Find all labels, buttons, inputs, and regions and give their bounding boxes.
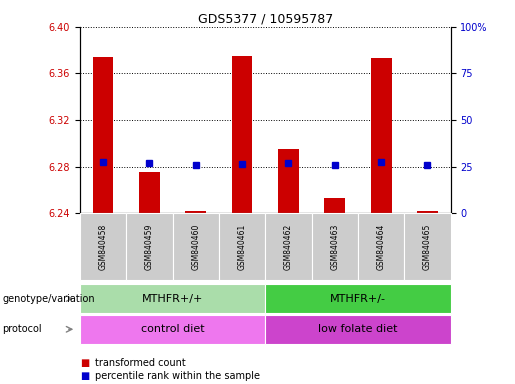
Text: low folate diet: low folate diet (318, 324, 398, 334)
Text: transformed count: transformed count (95, 358, 186, 368)
Bar (371, 58, 391, 213)
Bar (232, 56, 252, 213)
Text: protocol: protocol (3, 324, 42, 334)
Text: GSM840458: GSM840458 (98, 223, 108, 270)
Bar (417, 211, 438, 213)
Bar (324, 198, 345, 213)
Text: genotype/variation: genotype/variation (3, 293, 95, 304)
Text: GSM840460: GSM840460 (191, 223, 200, 270)
Bar (278, 149, 299, 213)
Bar (185, 211, 206, 213)
Title: GDS5377 / 10595787: GDS5377 / 10595787 (198, 13, 333, 26)
Text: MTHFR+/-: MTHFR+/- (330, 293, 386, 304)
Text: control diet: control diet (141, 324, 204, 334)
Text: GSM840459: GSM840459 (145, 223, 154, 270)
Text: MTHFR+/+: MTHFR+/+ (142, 293, 203, 304)
Text: GSM840463: GSM840463 (330, 223, 339, 270)
Text: ■: ■ (80, 371, 89, 381)
Text: GSM840462: GSM840462 (284, 223, 293, 270)
Text: GSM840464: GSM840464 (376, 223, 386, 270)
Bar (139, 172, 160, 213)
Text: GSM840465: GSM840465 (423, 223, 432, 270)
Bar (93, 57, 113, 213)
Text: GSM840461: GSM840461 (237, 223, 247, 270)
Text: ■: ■ (80, 358, 89, 368)
Text: percentile rank within the sample: percentile rank within the sample (95, 371, 260, 381)
